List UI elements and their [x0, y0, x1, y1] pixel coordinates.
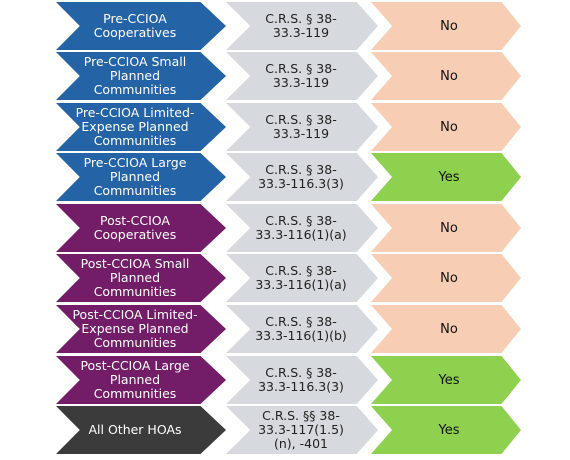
flow-row: Post-CCIOA Cooperatives C.R.S. § 38-33.3… [0, 204, 570, 252]
flow-row: Pre-CCIOA Large Planned Communities C.R.… [0, 153, 570, 201]
citation-chevron: C.R.S. § 38-33.3-119 [226, 2, 378, 50]
answer-chevron: Yes [371, 153, 521, 201]
category-chevron: Pre-CCIOA Cooperatives [56, 2, 226, 50]
answer-chevron: Yes [371, 356, 521, 404]
answer-chevron: No [371, 52, 521, 100]
citation-chevron: C.R.S. § 38-33.3-116.3(3) [226, 153, 378, 201]
citation-chevron: C.R.S. § 38-33.3-116(1)(a) [226, 254, 378, 302]
category-chevron: Post-CCIOA Large Planned Communities [56, 356, 226, 404]
answer-chevron: Yes [371, 406, 521, 454]
flow-row: Pre-CCIOA Limited-Expense Planned Commun… [0, 103, 570, 151]
citation-chevron: C.R.S. §§ 38-33.3-117(1.5)(n), -401 [226, 406, 378, 454]
citation-chevron: C.R.S. § 38-33.3-119 [226, 52, 378, 100]
flow-row: Pre-CCIOA Cooperatives C.R.S. § 38-33.3-… [0, 2, 570, 50]
citation-chevron: C.R.S. § 38-33.3-116(1)(a) [226, 204, 378, 252]
category-chevron: Pre-CCIOA Small Planned Communities [56, 52, 226, 100]
category-chevron: Pre-CCIOA Large Planned Communities [56, 153, 226, 201]
flow-row: Post-CCIOA Small Planned Communities C.R… [0, 254, 570, 302]
category-chevron: Post-CCIOA Limited-Expense Planned Commu… [56, 305, 226, 353]
category-chevron: Post-CCIOA Small Planned Communities [56, 254, 226, 302]
citation-chevron: C.R.S. § 38-33.3-119 [226, 103, 378, 151]
answer-chevron: No [371, 204, 521, 252]
category-chevron: Post-CCIOA Cooperatives [56, 204, 226, 252]
citation-chevron: C.R.S. § 38-33.3-116(1)(b) [226, 305, 378, 353]
category-chevron: All Other HOAs [56, 406, 226, 454]
flow-row: Post-CCIOA Large Planned Communities C.R… [0, 356, 570, 404]
flow-row: All Other HOAs C.R.S. §§ 38-33.3-117(1.5… [0, 406, 570, 454]
answer-chevron: No [371, 2, 521, 50]
answer-chevron: No [371, 254, 521, 302]
answer-chevron: No [371, 305, 521, 353]
citation-chevron: C.R.S. § 38-33.3-116.3(3) [226, 356, 378, 404]
flow-row: Pre-CCIOA Small Planned Communities C.R.… [0, 52, 570, 100]
flow-row: Post-CCIOA Limited-Expense Planned Commu… [0, 305, 570, 353]
category-chevron: Pre-CCIOA Limited-Expense Planned Commun… [56, 103, 226, 151]
answer-chevron: No [371, 103, 521, 151]
